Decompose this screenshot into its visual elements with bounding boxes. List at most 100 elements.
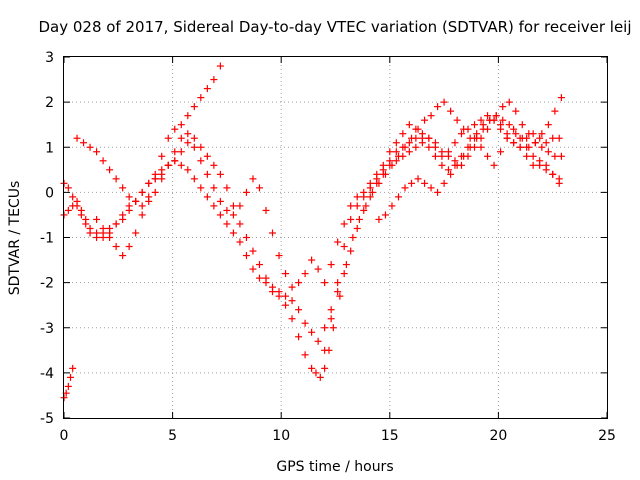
data-point (275, 252, 283, 260)
data-point (355, 215, 363, 223)
data-point (106, 234, 114, 241)
data-point (375, 215, 383, 223)
data-point (525, 143, 533, 151)
data-point (203, 85, 211, 93)
data-point (434, 188, 442, 196)
data-point (549, 134, 557, 142)
data-point (499, 116, 507, 124)
data-point (184, 130, 192, 138)
data-point (340, 243, 348, 251)
x-tick-label: 15 (381, 428, 399, 444)
data-point (353, 224, 361, 232)
data-point (460, 152, 468, 160)
x-tick-label: 0 (60, 428, 69, 444)
data-point (184, 112, 192, 120)
series-4 (93, 62, 224, 260)
series-3 (73, 121, 563, 291)
data-point (242, 234, 250, 241)
data-point (536, 134, 544, 142)
data-point (158, 166, 166, 174)
data-point (190, 134, 198, 142)
data-point (203, 193, 211, 201)
data-point (216, 170, 224, 178)
grid (64, 57, 607, 418)
data-point (80, 139, 88, 147)
data-point (518, 121, 526, 129)
y-axis-label: SDTVAR / TECUs (7, 181, 23, 296)
data-point (421, 116, 429, 124)
data-point (106, 166, 114, 174)
data-point (484, 112, 492, 120)
data-point (444, 148, 452, 156)
data-point (301, 270, 309, 278)
data-point (447, 170, 455, 178)
data-point (269, 283, 277, 291)
data-point (236, 202, 244, 210)
chart-title: Day 028 of 2017, Sidereal Day-to-day VTE… (38, 18, 631, 36)
data-point (99, 224, 107, 232)
data-point (321, 364, 329, 372)
data-point (210, 161, 218, 169)
data-point (399, 143, 407, 151)
data-point (497, 125, 505, 133)
data-point (438, 161, 446, 169)
data-point (93, 148, 101, 156)
data-point (473, 134, 481, 142)
y-tick-label: -3 (40, 321, 54, 337)
data-point (301, 351, 309, 359)
data-point (327, 261, 335, 269)
data-points (60, 62, 565, 402)
data-point (451, 139, 459, 147)
data-point (64, 184, 72, 192)
y-tick-label: -4 (40, 366, 54, 382)
data-point (99, 157, 107, 165)
data-point (347, 202, 355, 210)
data-point (177, 121, 185, 129)
data-point (295, 333, 303, 341)
y-tick-label: 0 (45, 185, 54, 201)
data-point (490, 161, 498, 169)
data-point (505, 98, 513, 106)
series-1 (60, 98, 565, 381)
data-point (536, 161, 544, 169)
data-point (349, 234, 357, 241)
data-point (269, 229, 277, 237)
data-point (366, 193, 374, 201)
data-point (242, 188, 250, 196)
data-point (125, 243, 133, 251)
data-point (242, 252, 250, 260)
data-point (288, 315, 296, 323)
data-point (340, 270, 348, 278)
data-point (184, 139, 192, 147)
data-point (414, 175, 422, 183)
data-point (86, 143, 94, 151)
data-point (466, 143, 474, 151)
data-point (427, 184, 435, 192)
data-point (132, 197, 140, 205)
data-point (145, 179, 153, 187)
data-point (316, 373, 324, 381)
data-point (151, 175, 159, 183)
plot-frame (63, 56, 608, 419)
data-point (523, 152, 531, 160)
data-point (557, 94, 565, 102)
data-point (386, 148, 394, 156)
data-point (531, 139, 539, 147)
data-point (236, 220, 244, 228)
data-point (86, 229, 94, 237)
data-point (405, 148, 413, 156)
data-point (288, 297, 296, 305)
data-point (138, 188, 146, 196)
data-point (77, 211, 85, 219)
data-point (497, 148, 505, 156)
data-point (434, 103, 442, 111)
data-point (249, 175, 257, 183)
data-point (112, 243, 120, 251)
data-point (431, 143, 439, 151)
data-point (295, 279, 303, 287)
data-point (340, 220, 348, 228)
data-point (401, 184, 409, 192)
data-point (262, 279, 270, 287)
data-point (158, 152, 166, 160)
data-point (171, 125, 179, 133)
